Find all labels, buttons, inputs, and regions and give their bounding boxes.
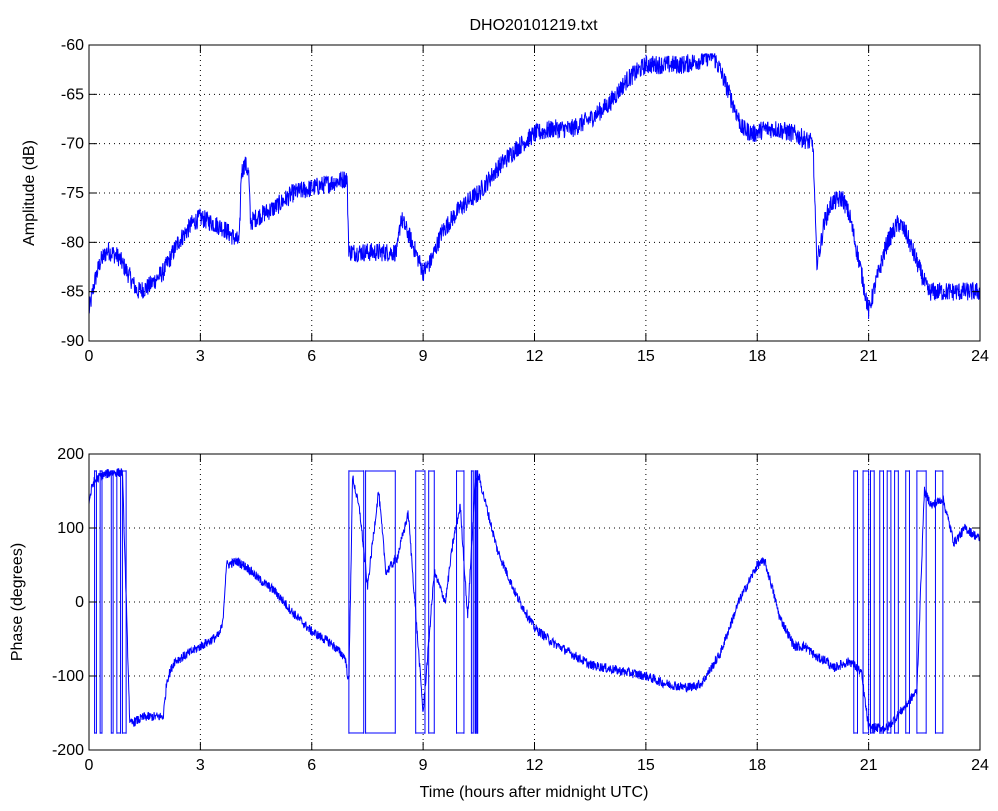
amplitude-x-tick-label: 0 (85, 348, 94, 365)
amplitude-panel: 0 3 6 9 12 15 18 21 24 -90 -85 -80 -75 -70 -65 -60 Ampl… (21, 37, 989, 365)
amplitude-x-tick-label: 15 (637, 348, 655, 365)
phase-series-line (88, 468, 981, 734)
phase-y-tick-label: 200 (57, 446, 84, 463)
phase-series (88, 468, 981, 734)
amplitude-y-tick-label: -60 (61, 37, 84, 54)
amplitude-x-tick-label: 24 (971, 348, 989, 365)
amplitude-y-tick-label: -85 (61, 284, 84, 301)
phase-y-tick-label: 100 (57, 520, 84, 537)
amplitude-grid (89, 45, 980, 341)
amplitude-series-line (88, 53, 981, 320)
amplitude-x-tick-label: 21 (860, 348, 878, 365)
phase-y-tick-label: 0 (75, 594, 84, 611)
amplitude-y-tick-label: -90 (61, 333, 84, 350)
phase-x-tick-label: 18 (748, 757, 766, 774)
phase-y-axis-label: Phase (degrees) (9, 543, 26, 661)
phase-grid (89, 454, 980, 750)
phase-x-tick-label: 6 (307, 757, 316, 774)
phase-y-tick-label: -200 (52, 742, 84, 759)
phase-x-tick-label: 3 (196, 757, 205, 774)
phase-x-tick-label: 9 (419, 757, 428, 774)
amplitude-y-tick-label: -65 (61, 86, 84, 103)
amplitude-y-axis-label: Amplitude (dB) (21, 140, 38, 246)
amplitude-x-tick-label: 9 (419, 348, 428, 365)
amplitude-y-tick-label: -75 (61, 185, 84, 202)
amplitude-x-tick-label: 12 (526, 348, 544, 365)
amplitude-ticks: 0 3 6 9 12 15 18 21 24 -90 -85 -80 -75 -70 -65 -60 (61, 37, 989, 365)
amplitude-x-tick-label: 3 (196, 348, 205, 365)
phase-x-tick-label: 21 (860, 757, 878, 774)
chart-title: DHO20101219.txt (469, 17, 598, 34)
amplitude-y-tick-label: -80 (61, 234, 84, 251)
phase-x-tick-label: 24 (971, 757, 989, 774)
phase-x-tick-label: 12 (526, 757, 544, 774)
phase-x-tick-label: 0 (85, 757, 94, 774)
amplitude-series (88, 53, 981, 320)
amplitude-x-tick-label: 18 (748, 348, 766, 365)
phase-panel: 0 3 6 9 12 15 18 21 24 -200 -100 0 100 200 Phase (deg… (9, 446, 989, 801)
phase-x-axis-label: Time (hours after midnight UTC) (420, 784, 649, 801)
phase-x-tick-label: 15 (637, 757, 655, 774)
phase-y-tick-label: -100 (52, 668, 84, 685)
amplitude-x-tick-label: 6 (307, 348, 316, 365)
amplitude-y-tick-label: -70 (61, 136, 84, 153)
phase-ticks: 0 3 6 9 12 15 18 21 24 -200 -100 0 100 200 (52, 446, 989, 774)
